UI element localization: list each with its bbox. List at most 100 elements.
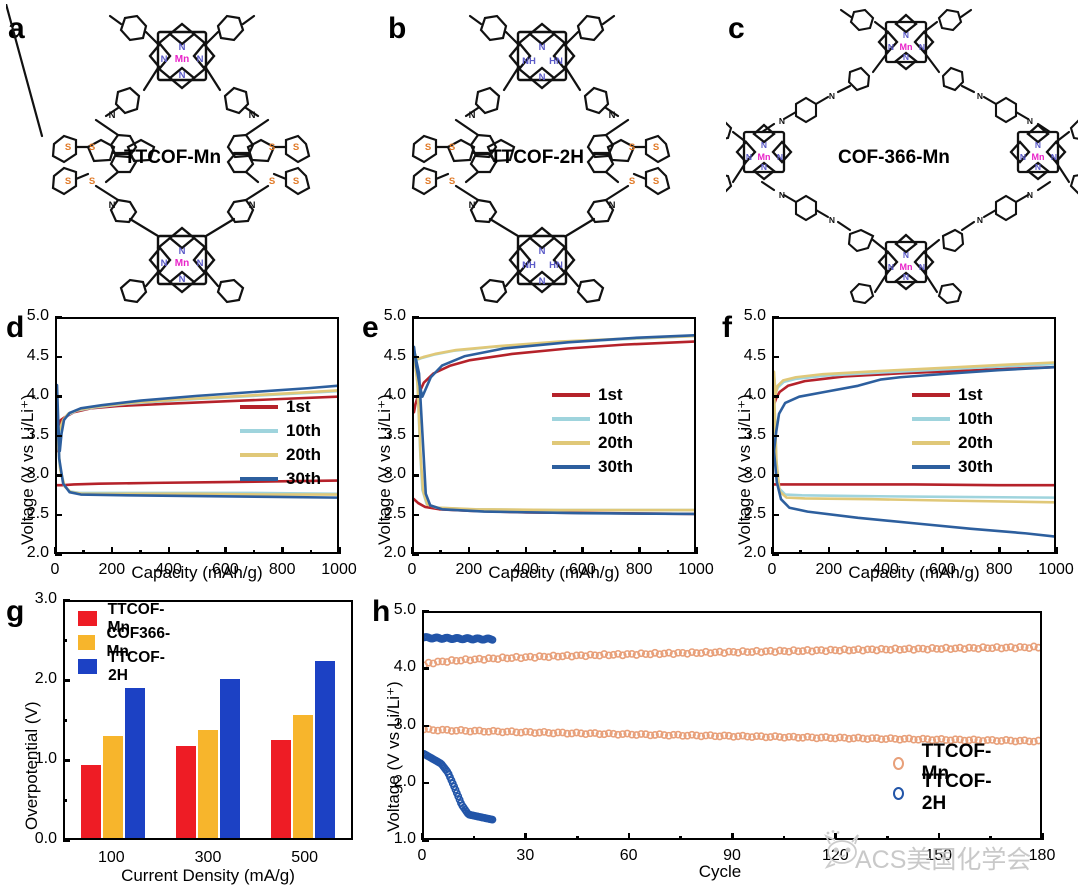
- data-point-marker: [909, 645, 918, 654]
- data-point-marker: [960, 736, 969, 745]
- svg-text:N: N: [903, 272, 909, 282]
- data-point-marker: [863, 735, 872, 744]
- structure-name-b: TTCOF-2H: [490, 147, 584, 168]
- x-minor-tick-mark: [196, 550, 199, 554]
- svg-text:N: N: [977, 215, 983, 225]
- panel-letter-f: f: [722, 311, 732, 344]
- data-point-marker: [1029, 737, 1038, 746]
- x-tick-label: 800: [625, 561, 653, 578]
- data-point-marker: [517, 654, 525, 663]
- data-point-marker: [461, 655, 470, 663]
- data-point-marker: [858, 646, 867, 655]
- data-point-marker: [530, 729, 539, 737]
- y-tick-label: 2.0: [743, 544, 766, 561]
- data-point-marker: [544, 728, 553, 737]
- svg-text:S: S: [629, 176, 635, 187]
- legend-color-swatch: [912, 393, 950, 397]
- data-point-marker: [595, 651, 604, 660]
- data-point-marker: [734, 648, 743, 657]
- y-tick-mark: [772, 316, 779, 319]
- data-point-marker: [637, 730, 646, 738]
- y-tick-label: 4.0: [26, 386, 49, 403]
- x-minor-tick-mark: [252, 550, 256, 554]
- x-tick-label: 600: [569, 561, 596, 578]
- svg-text:S: S: [293, 176, 299, 187]
- data-point-marker: [877, 735, 886, 744]
- x-tick-label: 0: [417, 847, 427, 864]
- data-point-marker: [858, 734, 867, 743]
- x-tick-mark: [941, 547, 944, 554]
- data-point-marker: [507, 727, 516, 736]
- data-point-marker: [701, 731, 710, 740]
- data-point-marker: [563, 651, 572, 660]
- y-tick-mark: [55, 395, 62, 398]
- x-tick-mark: [110, 547, 114, 554]
- legend-color-swatch: [912, 417, 950, 421]
- data-point-marker: [688, 730, 696, 739]
- x-tick-label: 0: [407, 561, 417, 578]
- data-point-marker: [554, 728, 562, 737]
- svg-text:N: N: [249, 110, 256, 121]
- data-point-marker: [992, 737, 1001, 745]
- data-point-marker: [1034, 643, 1040, 652]
- x-axis-label-f: Capacity (mAh/g): [848, 563, 980, 582]
- data-point-marker: [868, 734, 877, 743]
- y-tick-mark: [55, 355, 62, 358]
- data-point-marker: [748, 648, 756, 656]
- svg-text:S: S: [65, 176, 71, 187]
- data-point-marker: [738, 647, 747, 655]
- x-tick-mark: [827, 547, 831, 554]
- x-minor-tick-mark: [799, 550, 802, 554]
- data-point-marker: [743, 648, 752, 657]
- x-tick-label: 30: [516, 847, 535, 864]
- data-point-marker: [831, 734, 840, 743]
- data-point-marker: [604, 729, 613, 738]
- svg-text:N: N: [109, 200, 116, 211]
- data-point-marker: [761, 733, 770, 742]
- legend-h: TTCOF-Mn TTCOF-2H: [893, 741, 994, 814]
- data-point-marker: [443, 725, 451, 734]
- data-point-marker: [928, 644, 937, 652]
- y-tick-label: 3.0: [34, 590, 57, 607]
- data-point-marker: [614, 649, 622, 658]
- y-tick-label: 3.5: [383, 425, 406, 443]
- svg-text:N: N: [161, 258, 168, 269]
- y-tick-mark: [422, 610, 429, 613]
- legend-item-f-0: 1st: [912, 384, 993, 406]
- data-point-marker: [461, 726, 470, 735]
- legend-color-swatch: [78, 659, 98, 674]
- data-point-marker: [489, 654, 498, 663]
- data-point-marker: [535, 728, 544, 737]
- data-point-marker: [494, 727, 502, 736]
- y-tick-mark: [55, 434, 62, 437]
- data-point-marker: [798, 733, 807, 742]
- y-tick-mark: [55, 474, 62, 477]
- x-minor-tick-mark: [1026, 550, 1030, 554]
- data-point-marker: [969, 735, 978, 744]
- svg-text:N: N: [1035, 162, 1041, 172]
- data-point-marker: [549, 651, 558, 660]
- data-point-marker: [965, 736, 974, 745]
- data-point-marker: [433, 726, 442, 735]
- svg-text:N: N: [903, 30, 909, 40]
- y-tick-mark: [412, 513, 419, 516]
- data-point-marker: [822, 733, 830, 741]
- y-tick-mark: [422, 667, 429, 670]
- data-point-marker: [424, 658, 433, 667]
- svg-text:S: S: [269, 142, 275, 153]
- y-axis-label-h: Voltage (V vs Li/Li⁺): [384, 681, 403, 832]
- legend-item-h-0: TTCOF-Mn: [893, 741, 994, 784]
- data-point-marker: [1006, 736, 1015, 745]
- svg-text:Mn: Mn: [175, 258, 189, 269]
- x-tick-mark: [524, 547, 528, 554]
- data-point-marker: [831, 646, 840, 655]
- svg-text:HN: HN: [549, 56, 563, 67]
- data-point-marker: [701, 647, 710, 656]
- legend-item-d-0: 1st: [240, 396, 321, 418]
- x-tick-mark: [695, 547, 698, 554]
- svg-text:S: S: [653, 142, 659, 153]
- x-tick-label: 200: [455, 561, 483, 578]
- x-tick-label: 600: [212, 561, 239, 578]
- structure-name-c: COF-366-Mn: [838, 147, 950, 168]
- x-minor-tick-mark: [969, 550, 973, 554]
